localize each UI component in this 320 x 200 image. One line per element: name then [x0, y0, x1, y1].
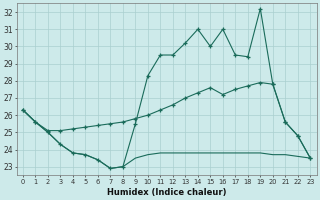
X-axis label: Humidex (Indice chaleur): Humidex (Indice chaleur) — [107, 188, 226, 197]
